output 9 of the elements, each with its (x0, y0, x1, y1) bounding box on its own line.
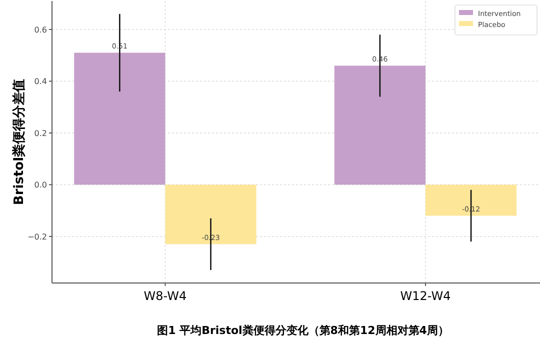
y-tick-label: 0.4 (34, 77, 47, 86)
x-tick-label: W8-W4 (144, 289, 187, 303)
y-tick-label: 0.2 (34, 128, 47, 138)
x-tick-label: W12-W4 (400, 289, 451, 303)
y-tick-label: −0.2 (28, 232, 47, 242)
y-axis-title: Bristol粪便得分差值 (11, 78, 27, 206)
y-tick-label: 0.0 (34, 180, 47, 190)
y-tick-label: 0.6 (34, 25, 47, 34)
caption: 图1 平均Bristol粪便得分变化（第8和第12周相对第4周） (157, 324, 449, 337)
